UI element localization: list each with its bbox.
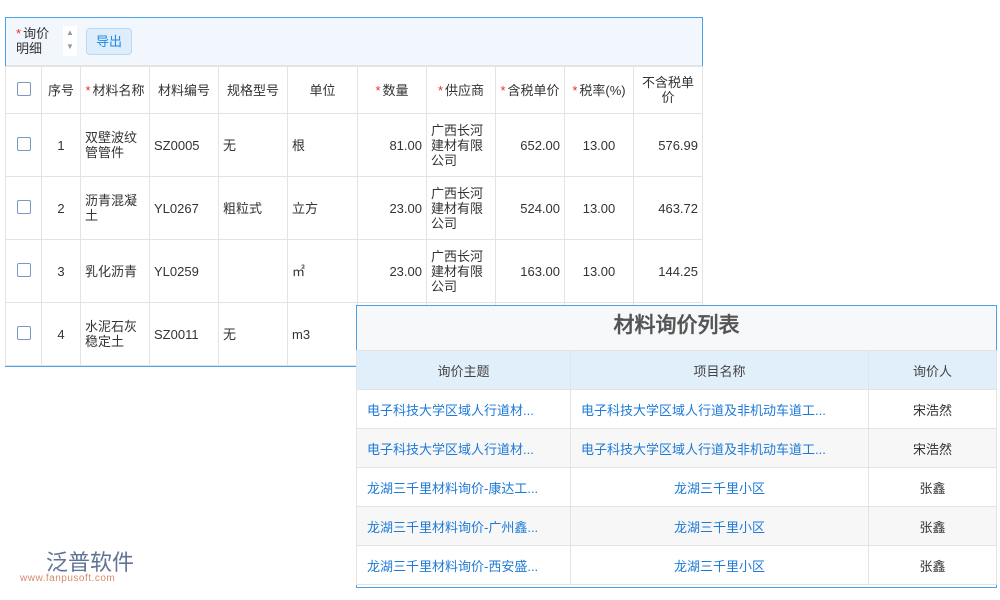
material-inquiry-list-panel: 材料询价列表 询价主题 项目名称 询价人 电子科技大学区域人行道材... 电子科技大学… bbox=[356, 305, 997, 588]
table-row[interactable]: 龙湖三千里材料询价-康达工... 龙湖三千里小区 张鑫 bbox=[356, 467, 997, 507]
table-cell: SZ0011 bbox=[149, 302, 219, 366]
table-cell: 23.00 bbox=[357, 239, 427, 303]
column-header: * 供应商 bbox=[426, 66, 496, 114]
table-cell bbox=[218, 239, 288, 303]
sort-spinner[interactable]: ▲ ▼ bbox=[63, 26, 77, 56]
table-cell: 163.00 bbox=[495, 239, 565, 303]
table-cell: 13.00 bbox=[564, 239, 634, 303]
table-cell: 3 bbox=[41, 239, 81, 303]
table-row[interactable]: 电子科技大学区域人行道材... 电子科技大学区域人行道及非机动车道工... 宋浩然 bbox=[356, 428, 997, 468]
table-row[interactable]: 龙湖三千里材料询价-广州鑫... 龙湖三千里小区 张鑫 bbox=[356, 506, 997, 546]
table-cell: 广西长河建材有限公司 bbox=[426, 239, 496, 303]
toolbar: * 询价明细 ▲ ▼ 导出 bbox=[6, 18, 702, 66]
inquirer-cell: 宋浩然 bbox=[868, 428, 997, 468]
column-header: 序号 bbox=[41, 66, 81, 114]
row-checkbox[interactable] bbox=[5, 113, 42, 177]
column-header: 材料编号 bbox=[149, 66, 219, 114]
table-cell: 524.00 bbox=[495, 176, 565, 240]
table-cell: ㎡ bbox=[287, 239, 358, 303]
table-cell: 广西长河建材有限公司 bbox=[426, 113, 496, 177]
table-cell: 双壁波纹管管件 bbox=[80, 113, 150, 177]
table-cell: m3 bbox=[287, 302, 358, 366]
table-cell: 23.00 bbox=[357, 176, 427, 240]
project-name-link[interactable]: 电子科技大学区域人行道及非机动车道工... bbox=[570, 428, 869, 468]
inquirer-cell: 张鑫 bbox=[868, 506, 997, 546]
table-cell: 463.72 bbox=[633, 176, 703, 240]
inquirer-cell: 张鑫 bbox=[868, 545, 997, 585]
table-cell: 水泥石灰稳定土 bbox=[80, 302, 150, 366]
column-header: 规格型号 bbox=[218, 66, 288, 114]
project-name-link[interactable]: 龙湖三千里小区 bbox=[570, 467, 869, 507]
table-cell: 13.00 bbox=[564, 113, 634, 177]
row-checkbox[interactable] bbox=[5, 302, 42, 366]
column-header: 不含税单价 bbox=[633, 66, 703, 114]
table-row: 2 沥青混凝土 YL0267 粗粒式 立方 23.00 广西长河建材有限公司 524.00 13… bbox=[5, 176, 703, 240]
table-cell: 2 bbox=[41, 176, 81, 240]
section-label: * 询价明细 bbox=[16, 26, 50, 56]
table-cell: SZ0005 bbox=[149, 113, 219, 177]
table-cell: 根 bbox=[287, 113, 358, 177]
table-cell: 4 bbox=[41, 302, 81, 366]
inquiry-detail-table: * 询价明细 ▲ ▼ 导出 序号 * 材料名称 材料编号 规格型号 单位 * 数量 * 供应商 * 含税单… bbox=[5, 17, 703, 367]
table-cell: 144.25 bbox=[633, 239, 703, 303]
column-header: 单位 bbox=[287, 66, 358, 114]
project-name-link[interactable]: 电子科技大学区域人行道及非机动车道工... bbox=[570, 389, 869, 429]
column-header: 询价人 bbox=[868, 350, 997, 390]
row-checkbox[interactable] bbox=[5, 239, 42, 303]
inquiry-subject-link[interactable]: 电子科技大学区域人行道材... bbox=[356, 428, 571, 468]
table-row: 1 双壁波纹管管件 SZ0005 无根 81.00 广西长河建材有限公司 652.00 13.… bbox=[5, 113, 703, 177]
inquiry-subject-link[interactable]: 龙湖三千里材料询价-西安盛... bbox=[356, 545, 571, 585]
column-header: 项目名称 bbox=[570, 350, 869, 390]
project-name-link[interactable]: 龙湖三千里小区 bbox=[570, 506, 869, 546]
table-cell: 粗粒式 bbox=[218, 176, 288, 240]
table-cell: 576.99 bbox=[633, 113, 703, 177]
inquiry-subject-link[interactable]: 电子科技大学区域人行道材... bbox=[356, 389, 571, 429]
column-header: * 材料名称 bbox=[80, 66, 150, 114]
table-row[interactable]: 龙湖三千里材料询价-西安盛... 龙湖三千里小区 张鑫 bbox=[356, 545, 997, 585]
fanpusoft-logo: 泛普软件 www.fanpusoft.com bbox=[20, 550, 135, 584]
select-all-checkbox[interactable] bbox=[5, 66, 42, 114]
column-header: * 税率(%) bbox=[564, 66, 634, 114]
table-cell: 广西长河建材有限公司 bbox=[426, 176, 496, 240]
table-cell: 立方 bbox=[287, 176, 358, 240]
table-cell: YL0267 bbox=[149, 176, 219, 240]
table-cell: 沥青混凝土 bbox=[80, 176, 150, 240]
row-checkbox[interactable] bbox=[5, 176, 42, 240]
table-cell: YL0259 bbox=[149, 239, 219, 303]
column-header: * 含税单价 bbox=[495, 66, 565, 114]
table-cell: 13.00 bbox=[564, 176, 634, 240]
table-cell: 乳化沥青 bbox=[80, 239, 150, 303]
project-name-link[interactable]: 龙湖三千里小区 bbox=[570, 545, 869, 585]
panel-title: 材料询价列表 bbox=[357, 306, 996, 350]
table-cell: 81.00 bbox=[357, 113, 427, 177]
inquiry-subject-link[interactable]: 龙湖三千里材料询价-广州鑫... bbox=[356, 506, 571, 546]
table-cell: 无 bbox=[218, 302, 288, 366]
inquiry-subject-link[interactable]: 龙湖三千里材料询价-康达工... bbox=[356, 467, 571, 507]
table-cell: 1 bbox=[41, 113, 81, 177]
column-header: 询价主题 bbox=[356, 350, 571, 390]
export-button[interactable]: 导出 bbox=[86, 28, 132, 55]
inquirer-cell: 张鑫 bbox=[868, 467, 997, 507]
table-cell: 652.00 bbox=[495, 113, 565, 177]
inquirer-cell: 宋浩然 bbox=[868, 389, 997, 429]
table-cell: 无 bbox=[218, 113, 288, 177]
table-row: 3 乳化沥青 YL0259 ㎡ 23.00 广西长河建材有限公司 163.00 13.00 14… bbox=[5, 239, 703, 303]
column-header: * 数量 bbox=[357, 66, 427, 114]
table-row[interactable]: 电子科技大学区域人行道材... 电子科技大学区域人行道及非机动车道工... 宋浩然 bbox=[356, 389, 997, 429]
